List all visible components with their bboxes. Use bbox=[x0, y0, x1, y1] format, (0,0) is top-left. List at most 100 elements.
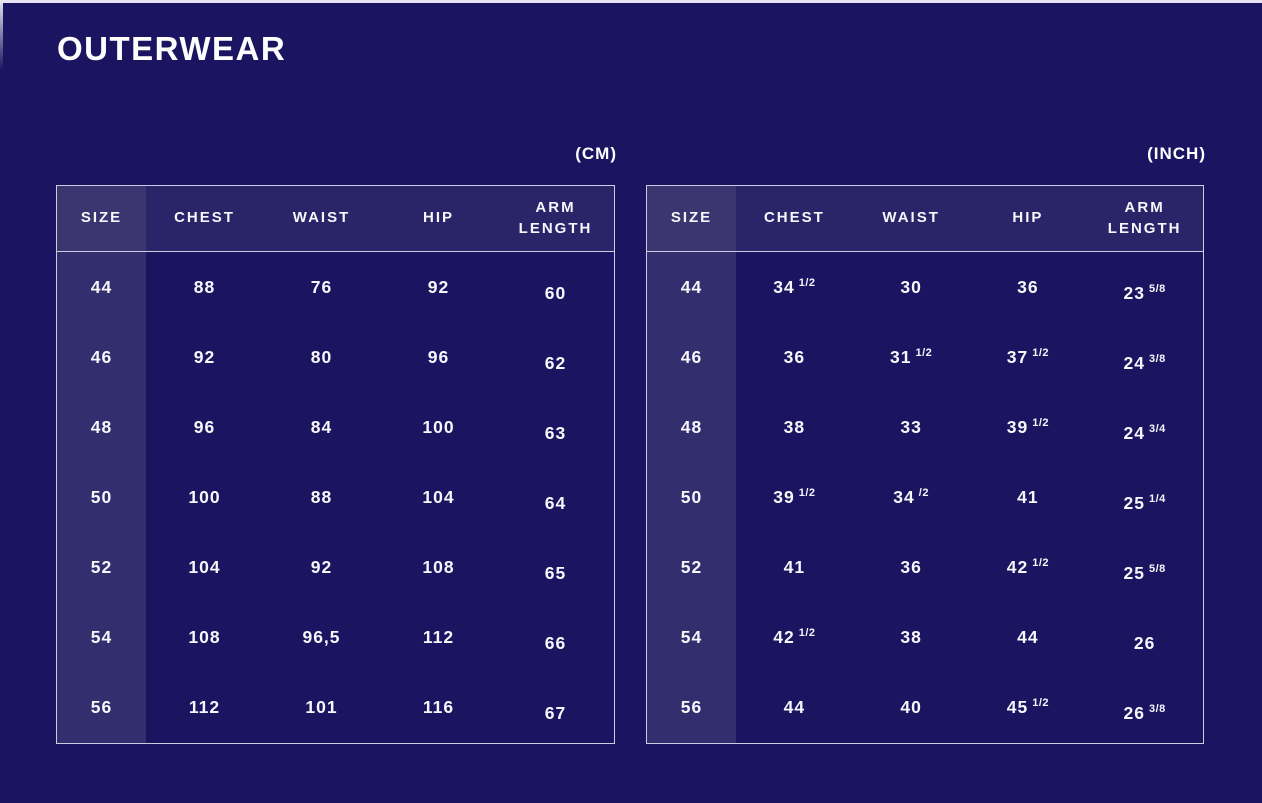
value-cell: 108 bbox=[422, 557, 455, 578]
size-cell: 52 bbox=[647, 532, 736, 603]
inch-size-table: SIZE CHEST WAIST HIP ARM LENGTH 44 34 1/2 30 36 2… bbox=[646, 185, 1204, 744]
value-whole: 26 bbox=[1123, 703, 1145, 724]
table-row: 48 96 84 100 63 bbox=[57, 392, 614, 463]
size-cell: 44 bbox=[57, 252, 146, 323]
value-cell: 40 bbox=[900, 697, 922, 718]
cm-unit-label: (CM) bbox=[575, 144, 617, 163]
table-row: 50 39 1/2 34/2 41 25 1/4 bbox=[647, 462, 1203, 533]
value-cell: 25 5/8 bbox=[1086, 533, 1203, 603]
value-fraction: 1/2 bbox=[1032, 557, 1049, 570]
value-cell: 100 bbox=[422, 416, 455, 437]
header-cell: CHEST bbox=[736, 186, 853, 252]
value-cell: 26 3/8 bbox=[1086, 673, 1203, 743]
header-cell: ARM LENGTH bbox=[1086, 186, 1203, 252]
size-cell: 46 bbox=[647, 322, 736, 393]
size-cell: 50 bbox=[647, 462, 736, 533]
value-fraction: 1/2 bbox=[798, 627, 816, 640]
value-cell: 38 bbox=[783, 416, 806, 437]
value-cell: 104 bbox=[422, 486, 455, 507]
table-header-row: SIZE CHEST WAIST HIP ARM LENGTH bbox=[647, 186, 1203, 252]
page-title: OUTERWEAR bbox=[57, 30, 287, 67]
value-cell: 67 bbox=[544, 703, 567, 724]
table-row: 56 44 40 45 1/2 26 3/8 bbox=[647, 672, 1203, 743]
value-cell: 112 bbox=[422, 627, 455, 648]
table-header-row: SIZE CHEST WAIST HIP ARM LENGTH bbox=[57, 186, 614, 252]
value-whole: 45 bbox=[1006, 697, 1029, 718]
size-cell: 48 bbox=[647, 392, 736, 463]
value-whole: 34 bbox=[893, 486, 915, 507]
header-cell: SIZE bbox=[647, 186, 736, 252]
header-cell: WAIST bbox=[263, 186, 380, 252]
header-cell: ARM LENGTH bbox=[497, 186, 614, 252]
value-whole: 25 bbox=[1123, 492, 1145, 513]
left-edge-highlight bbox=[0, 0, 3, 70]
value-cell: 60 bbox=[544, 282, 567, 303]
value-cell: 36 bbox=[900, 557, 922, 578]
value-whole: 42 bbox=[1006, 557, 1029, 578]
value-fraction: 3/8 bbox=[1148, 703, 1166, 716]
value-fraction: /2 bbox=[918, 486, 929, 499]
value-cell: 116 bbox=[422, 697, 455, 718]
value-fraction: 3/4 bbox=[1148, 422, 1166, 435]
top-edge-highlight bbox=[0, 0, 1262, 3]
value-cell: 96 bbox=[427, 346, 450, 367]
header-cell: HIP bbox=[380, 186, 497, 252]
value-cell: 42 1/2 bbox=[736, 603, 853, 673]
value-cell: 65 bbox=[544, 563, 567, 584]
value-cell: 34/2 bbox=[853, 462, 970, 532]
value-cell: 37 1/2 bbox=[970, 322, 1087, 392]
value-cell: 104 bbox=[188, 557, 221, 578]
value-cell: 31 1/2 bbox=[853, 322, 970, 392]
value-whole: 42 bbox=[773, 627, 795, 648]
value-fraction: 1/2 bbox=[798, 276, 816, 289]
size-cell: 50 bbox=[57, 462, 146, 533]
value-whole: 37 bbox=[1006, 346, 1029, 367]
value-whole: 31 bbox=[889, 346, 912, 367]
value-cell: 44 bbox=[783, 697, 806, 718]
value-whole: 25 bbox=[1123, 563, 1145, 584]
value-cell: 39 1/2 bbox=[970, 392, 1087, 462]
table-row: 46 92 80 96 62 bbox=[57, 322, 614, 393]
value-cell: 84 bbox=[310, 416, 333, 437]
size-cell: 48 bbox=[57, 392, 146, 463]
cm-size-table: SIZE CHEST WAIST HIP ARM LENGTH 44 88 76 92 60 46… bbox=[56, 185, 615, 744]
size-cell: 52 bbox=[57, 532, 146, 603]
table-row: 44 34 1/2 30 36 23 5/8 bbox=[647, 252, 1203, 323]
value-cell: 30 bbox=[900, 276, 922, 297]
table-row: 52 104 92 108 65 bbox=[57, 532, 614, 603]
table-row: 54 108 96,5 112 66 bbox=[57, 602, 614, 673]
value-fraction: 1/2 bbox=[1032, 697, 1049, 710]
value-fraction: 5/8 bbox=[1148, 563, 1166, 576]
value-whole: 34 bbox=[773, 276, 795, 297]
value-cell: 24 3/4 bbox=[1086, 392, 1203, 462]
value-whole: 24 bbox=[1123, 422, 1145, 443]
value-cell: 24 3/8 bbox=[1086, 322, 1203, 392]
value-cell: 36 bbox=[1017, 276, 1039, 297]
value-cell: 92 bbox=[427, 276, 450, 297]
value-fraction: 1/2 bbox=[915, 346, 933, 359]
value-cell: 25 1/4 bbox=[1086, 462, 1203, 532]
value-cell: 112 bbox=[188, 697, 221, 718]
value-cell: 39 1/2 bbox=[736, 462, 853, 532]
header-cell: HIP bbox=[969, 186, 1087, 252]
value-cell: 100 bbox=[188, 486, 221, 507]
size-cell: 56 bbox=[647, 672, 736, 743]
value-cell: 44 bbox=[1017, 627, 1039, 648]
value-cell: 45 1/2 bbox=[970, 673, 1087, 743]
value-cell: 92 bbox=[310, 557, 333, 578]
value-cell: 96 bbox=[193, 416, 216, 437]
value-cell: 88 bbox=[193, 276, 216, 297]
value-whole: 39 bbox=[1006, 416, 1029, 437]
value-cell: 34 1/2 bbox=[736, 252, 853, 322]
value-cell: 38 bbox=[900, 627, 922, 648]
inch-unit-label: (INCH) bbox=[1147, 144, 1206, 163]
value-whole: 24 bbox=[1123, 352, 1145, 373]
value-cell: 64 bbox=[544, 492, 567, 513]
value-cell: 62 bbox=[544, 352, 567, 373]
value-cell: 42 1/2 bbox=[970, 533, 1087, 603]
header-cell: WAIST bbox=[852, 186, 970, 252]
value-fraction: 1/4 bbox=[1148, 492, 1166, 505]
value-fraction: 1/2 bbox=[798, 486, 816, 499]
table-row: 48 38 33 39 1/2 24 3/4 bbox=[647, 392, 1203, 463]
